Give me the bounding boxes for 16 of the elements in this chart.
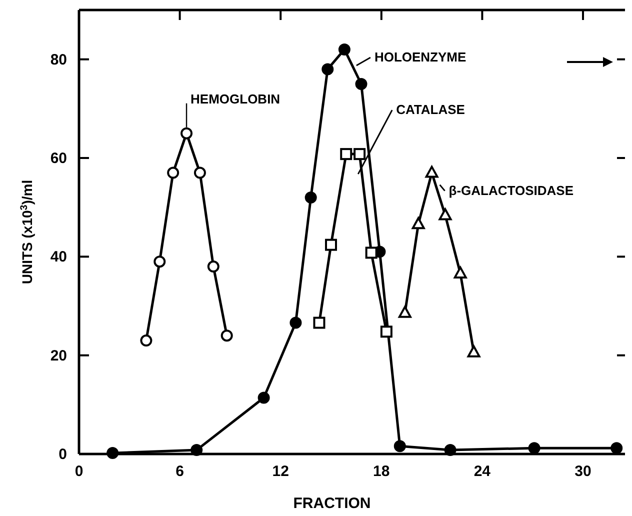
y-tick-label: 40 xyxy=(50,248,67,266)
legend-label: HOLOENZYME xyxy=(374,49,466,64)
y-tick-label: 20 xyxy=(50,347,67,364)
x-tick-label: 24 xyxy=(474,463,492,480)
x-tick-label: 30 xyxy=(574,463,592,480)
legend-label: β-GALACTOSIDASE xyxy=(448,182,574,198)
x-axis-title: FRACTION xyxy=(293,495,371,512)
y-tick-label: 80 xyxy=(50,51,67,68)
x-tick-label: 18 xyxy=(373,463,390,480)
series-label: HEMOGLOBIN xyxy=(190,91,280,106)
y-tick-label: 60 xyxy=(50,150,67,167)
x-tick-label: 6 xyxy=(176,463,184,480)
text: CATALASE xyxy=(396,102,466,118)
x-tick-label: 12 xyxy=(272,463,289,480)
x-tick-label: 0 xyxy=(74,463,84,480)
y-tick-label: 0 xyxy=(58,446,67,463)
